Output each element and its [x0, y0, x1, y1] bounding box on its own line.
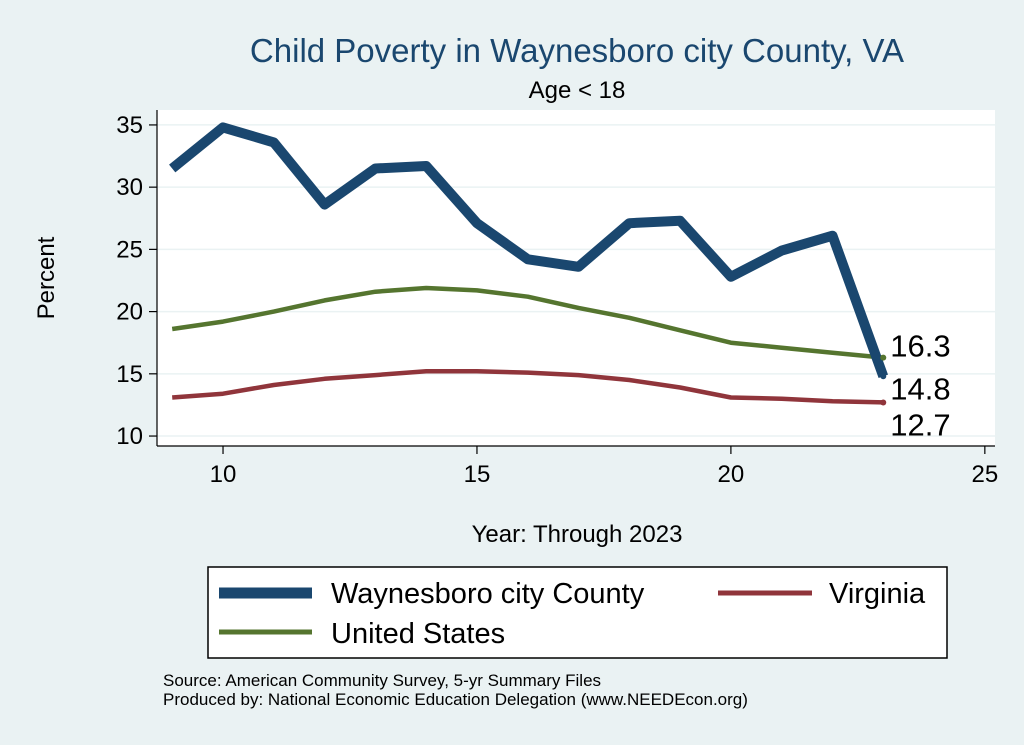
end-marker-virginia	[880, 399, 887, 406]
y-tick-label: 25	[116, 236, 143, 263]
y-tick-label: 35	[116, 112, 143, 139]
source-note: Source: American Community Survey, 5-yr …	[163, 671, 601, 690]
legend-label-united-states: United States	[331, 618, 505, 650]
end-marker-waynesboro-city-county	[880, 373, 887, 380]
x-tick-label: 25	[971, 461, 998, 488]
series-line-waynesboro-city-county	[169, 122, 889, 378]
end-labels: 14.812.7 16.3	[880, 329, 951, 442]
x-tick-label: 20	[718, 461, 745, 488]
chart-title: Child Poverty in Waynesboro city County,…	[250, 32, 904, 69]
legend-label-virginia: Virginia	[829, 578, 926, 610]
y-tick-label: 20	[116, 299, 143, 326]
y-tick-label: 30	[116, 174, 143, 201]
end-label-virginia: 12.7	[890, 407, 950, 442]
series-line-virginia	[172, 369, 884, 405]
axes: 10 15 20 25 30 35 10 15 20 25	[116, 110, 998, 488]
y-tick-label: 10	[116, 423, 143, 450]
end-marker-united-states	[880, 354, 887, 361]
chart-subtitle: Age < 18	[529, 77, 626, 104]
x-axis-title: Year: Through 2023	[472, 521, 683, 548]
y-axis-title: Percent	[33, 236, 60, 319]
end-label-waynesboro-city-county: 14.8	[890, 371, 950, 406]
legend: Waynesboro city County Virginia United S…	[207, 566, 948, 659]
producer-note: Produced by: National Economic Education…	[163, 690, 748, 709]
legend-box	[207, 566, 948, 659]
x-tick-label: 10	[210, 461, 237, 488]
y-tick-label: 15	[116, 361, 143, 388]
end-label-united-states: 16.3	[890, 329, 950, 364]
series-line-united-states	[171, 285, 884, 360]
x-tick-label: 15	[464, 461, 491, 488]
legend-label-waynesboro: Waynesboro city County	[331, 578, 645, 610]
series-layer	[169, 122, 889, 405]
